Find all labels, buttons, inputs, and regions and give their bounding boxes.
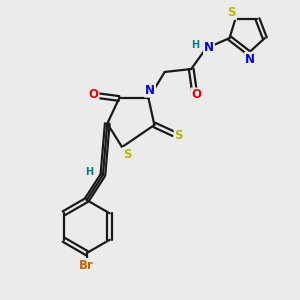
Text: N: N xyxy=(245,53,255,66)
Text: O: O xyxy=(88,88,98,100)
Text: N: N xyxy=(145,84,155,97)
Text: Br: Br xyxy=(79,259,94,272)
Text: H: H xyxy=(85,167,94,177)
Text: S: S xyxy=(175,129,183,142)
Text: H: H xyxy=(191,40,199,50)
Text: S: S xyxy=(123,148,132,161)
Text: S: S xyxy=(228,6,236,19)
Text: N: N xyxy=(204,41,214,54)
Text: O: O xyxy=(191,88,202,101)
